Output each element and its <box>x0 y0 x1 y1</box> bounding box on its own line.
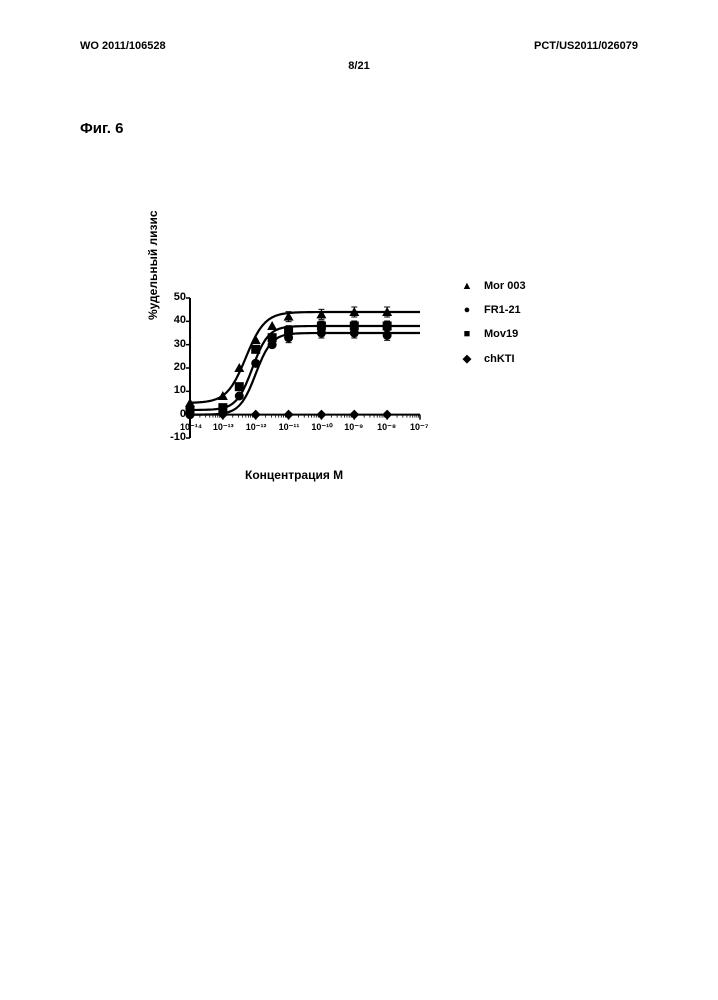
legend-label: Mor 003 <box>484 280 526 292</box>
y-tick-label: 50 <box>162 291 186 303</box>
square-icon: ■ <box>460 328 474 340</box>
x-axis-label: Концентрация М <box>245 468 343 482</box>
x-tick-label: 10⁻¹¹ <box>279 422 300 433</box>
circle-icon: ● <box>460 304 474 316</box>
x-tick-label: 10⁻¹⁴ <box>180 422 202 433</box>
legend-item: ■ Mov19 <box>460 328 526 340</box>
y-tick-label: 10 <box>162 384 186 396</box>
header-left: WO 2011/106528 <box>80 40 166 52</box>
diamond-icon: ◆ <box>460 352 474 365</box>
legend: ▲ Mor 003 ● FR1-21 ■ Mov19 ◆ chKTI <box>460 280 526 377</box>
x-tick-label: 10⁻⁷ <box>410 422 428 433</box>
x-tick-label: 10⁻⁸ <box>377 422 396 433</box>
legend-item: ▲ Mor 003 <box>460 280 526 292</box>
y-tick-label: 30 <box>162 338 186 350</box>
y-tick-label: 40 <box>162 314 186 326</box>
triangle-icon: ▲ <box>460 280 474 292</box>
y-tick-label: 20 <box>162 361 186 373</box>
page-number: 8/21 <box>0 60 718 72</box>
chart-plot <box>160 290 440 465</box>
legend-label: chKTI <box>484 353 515 365</box>
y-axis-label: %удельный лизис <box>146 210 160 320</box>
x-tick-label: 10⁻⁹ <box>344 422 363 433</box>
y-tick-label: -10 <box>162 431 186 443</box>
x-tick-label: 10⁻¹⁰ <box>311 422 332 433</box>
x-tick-label: 10⁻¹³ <box>213 422 234 433</box>
header: WO 2011/106528 PCT/US2011/026079 <box>0 0 718 52</box>
legend-label: Mov19 <box>484 328 518 340</box>
header-right: PCT/US2011/026079 <box>534 40 638 52</box>
legend-label: FR1-21 <box>484 304 521 316</box>
x-tick-label: 10⁻¹² <box>246 422 267 433</box>
legend-item: ● FR1-21 <box>460 304 526 316</box>
figure-label: Фиг. 6 <box>80 120 123 137</box>
y-tick-label: 0 <box>162 408 186 420</box>
legend-item: ◆ chKTI <box>460 352 526 365</box>
